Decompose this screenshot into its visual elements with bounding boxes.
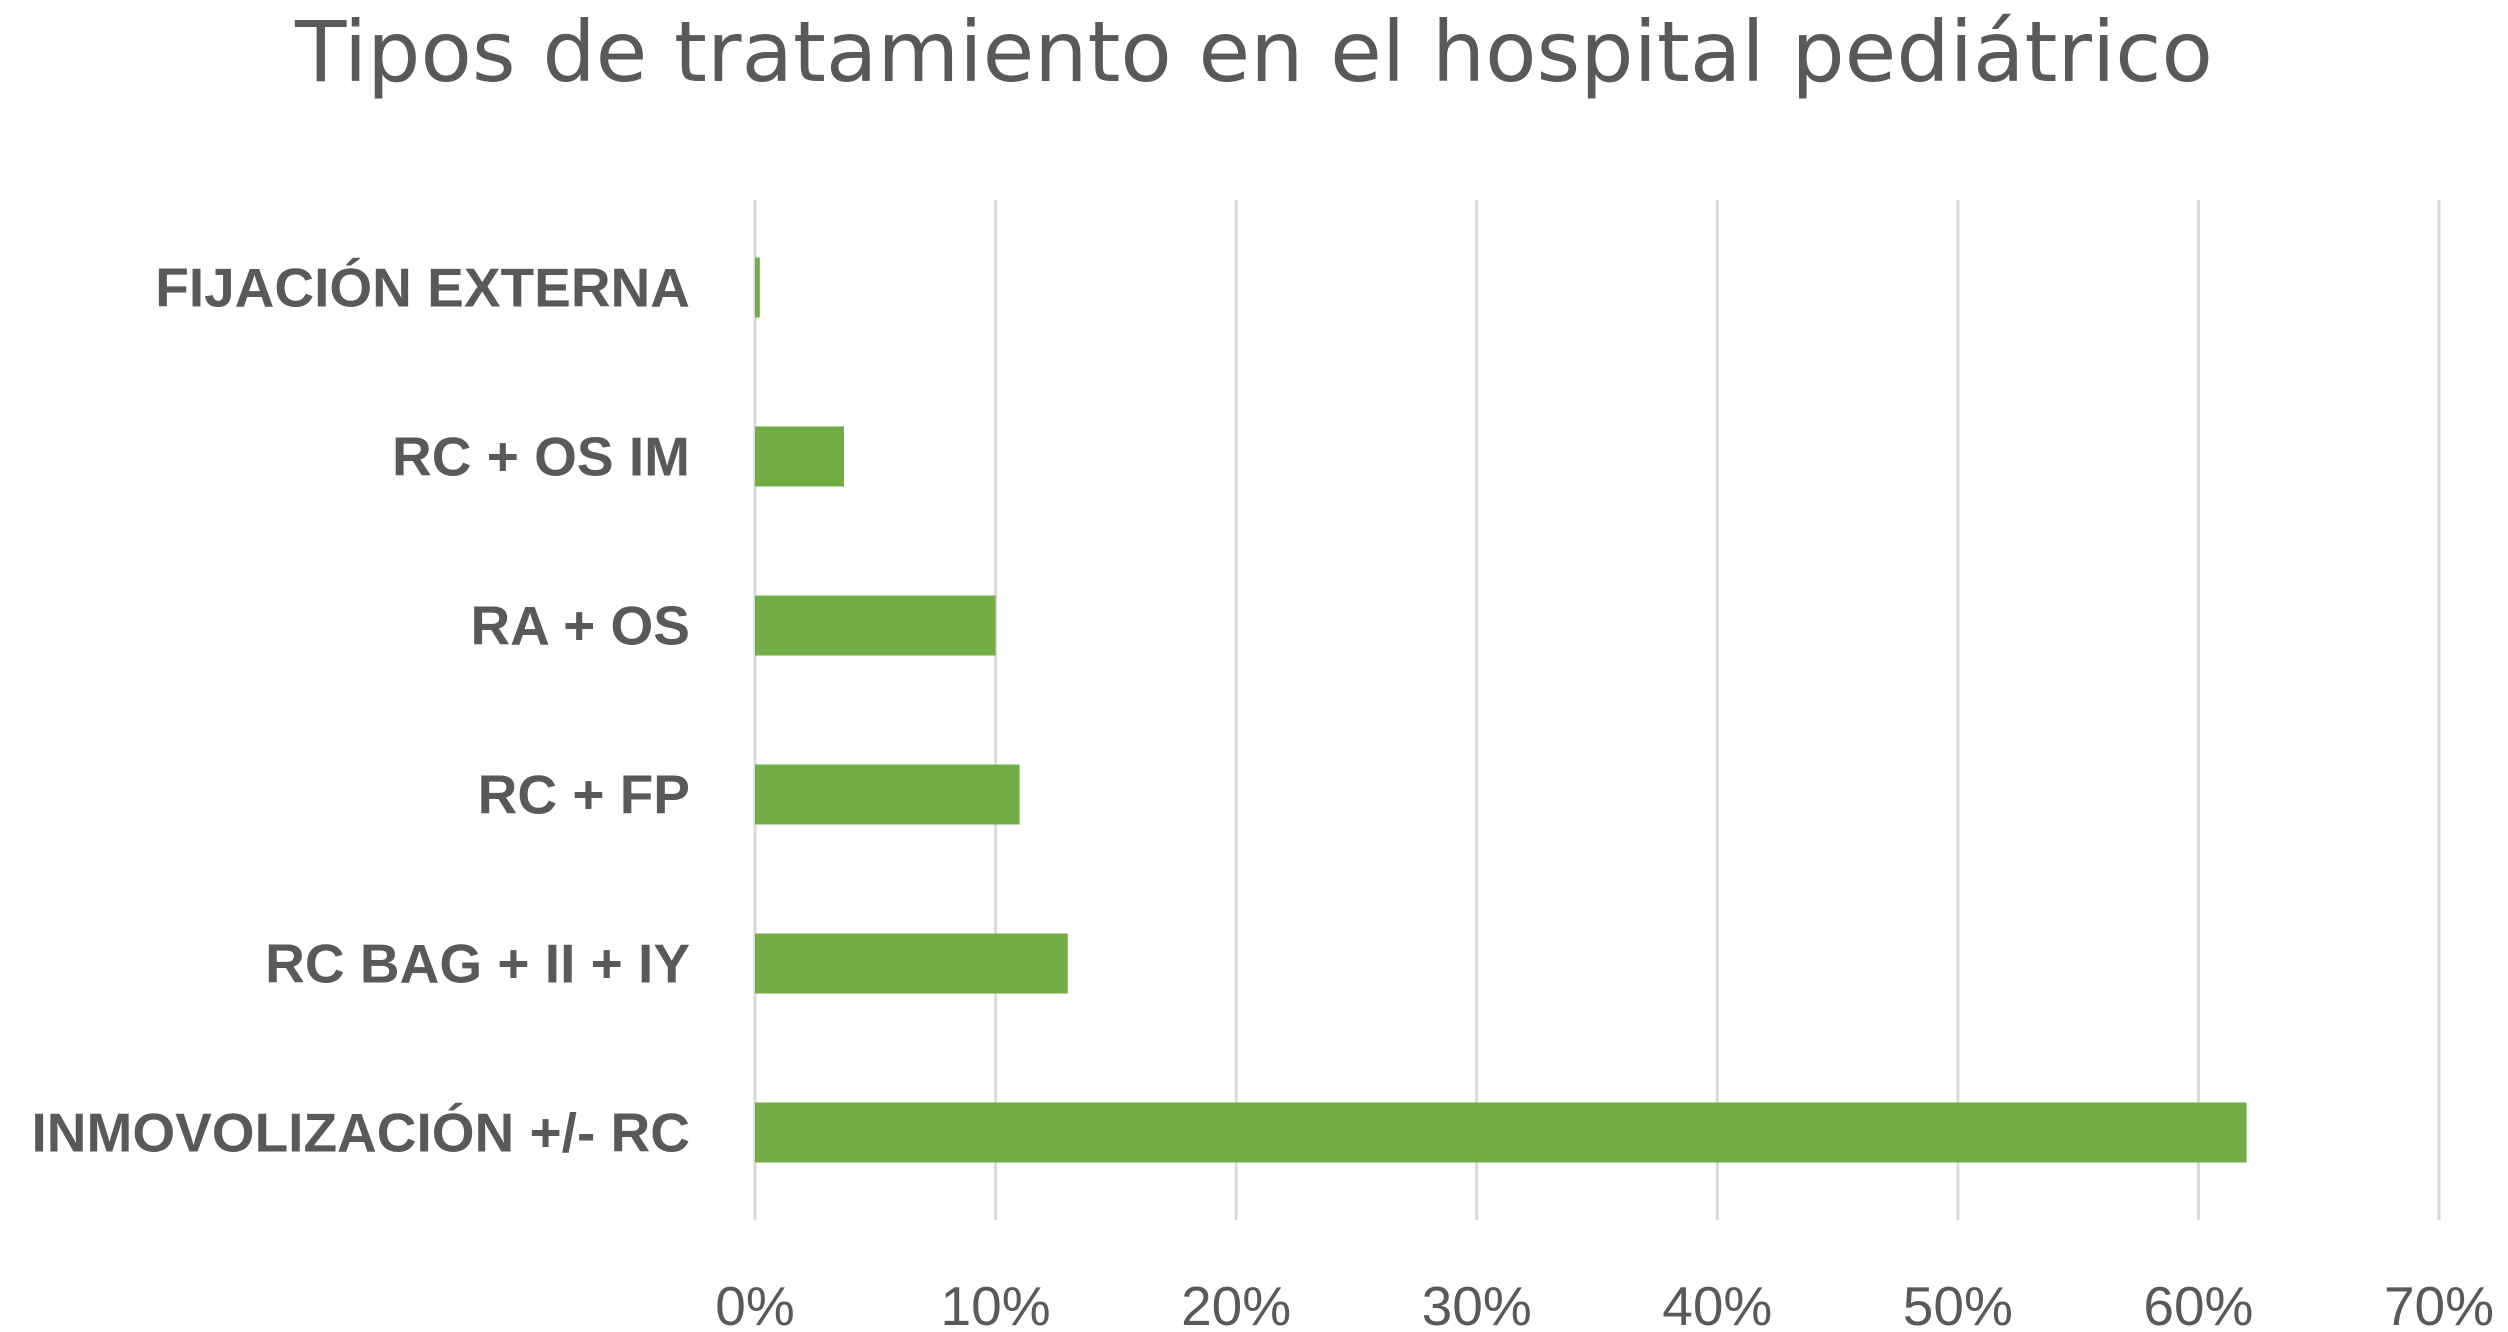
category-label: RC BAG + II + IY xyxy=(265,933,690,995)
x-tick-label: 0% xyxy=(715,1275,795,1332)
x-tick-label: 30% xyxy=(1422,1275,1532,1332)
category-labels: FIJACIÓN EXTERNA RC + OS IM RA + OS RC + FP… xyxy=(32,257,690,1164)
category-label: RA + OS xyxy=(470,595,690,657)
x-tick-label: 70% xyxy=(2384,1275,2494,1332)
chart-title: Tipos de tratamiento en el hospital pedi… xyxy=(295,3,2213,101)
x-tick-label: 10% xyxy=(941,1275,1051,1332)
x-tick-label: 20% xyxy=(1181,1275,1291,1332)
category-label: INMOVOLIZACIÓN +/- RC xyxy=(32,1102,690,1164)
x-tick-label: 60% xyxy=(2143,1275,2253,1332)
bars-layer xyxy=(755,257,2247,1163)
bar xyxy=(755,1102,2247,1163)
x-tick-label: 40% xyxy=(1662,1275,1772,1332)
category-label: FIJACIÓN EXTERNA xyxy=(155,257,690,319)
category-label: RC + FP xyxy=(478,764,690,826)
bar xyxy=(755,764,1020,825)
grid-layer xyxy=(753,200,2441,1220)
x-tick-labels: 0% 10% 20% 30% 40% 50% 60% 70% xyxy=(715,1275,2494,1332)
bar xyxy=(755,257,760,318)
bar xyxy=(755,595,996,656)
x-tick-label: 50% xyxy=(1903,1275,2013,1332)
bar xyxy=(755,933,1068,994)
category-label: RC + OS IM xyxy=(392,426,690,488)
bar xyxy=(755,426,845,487)
